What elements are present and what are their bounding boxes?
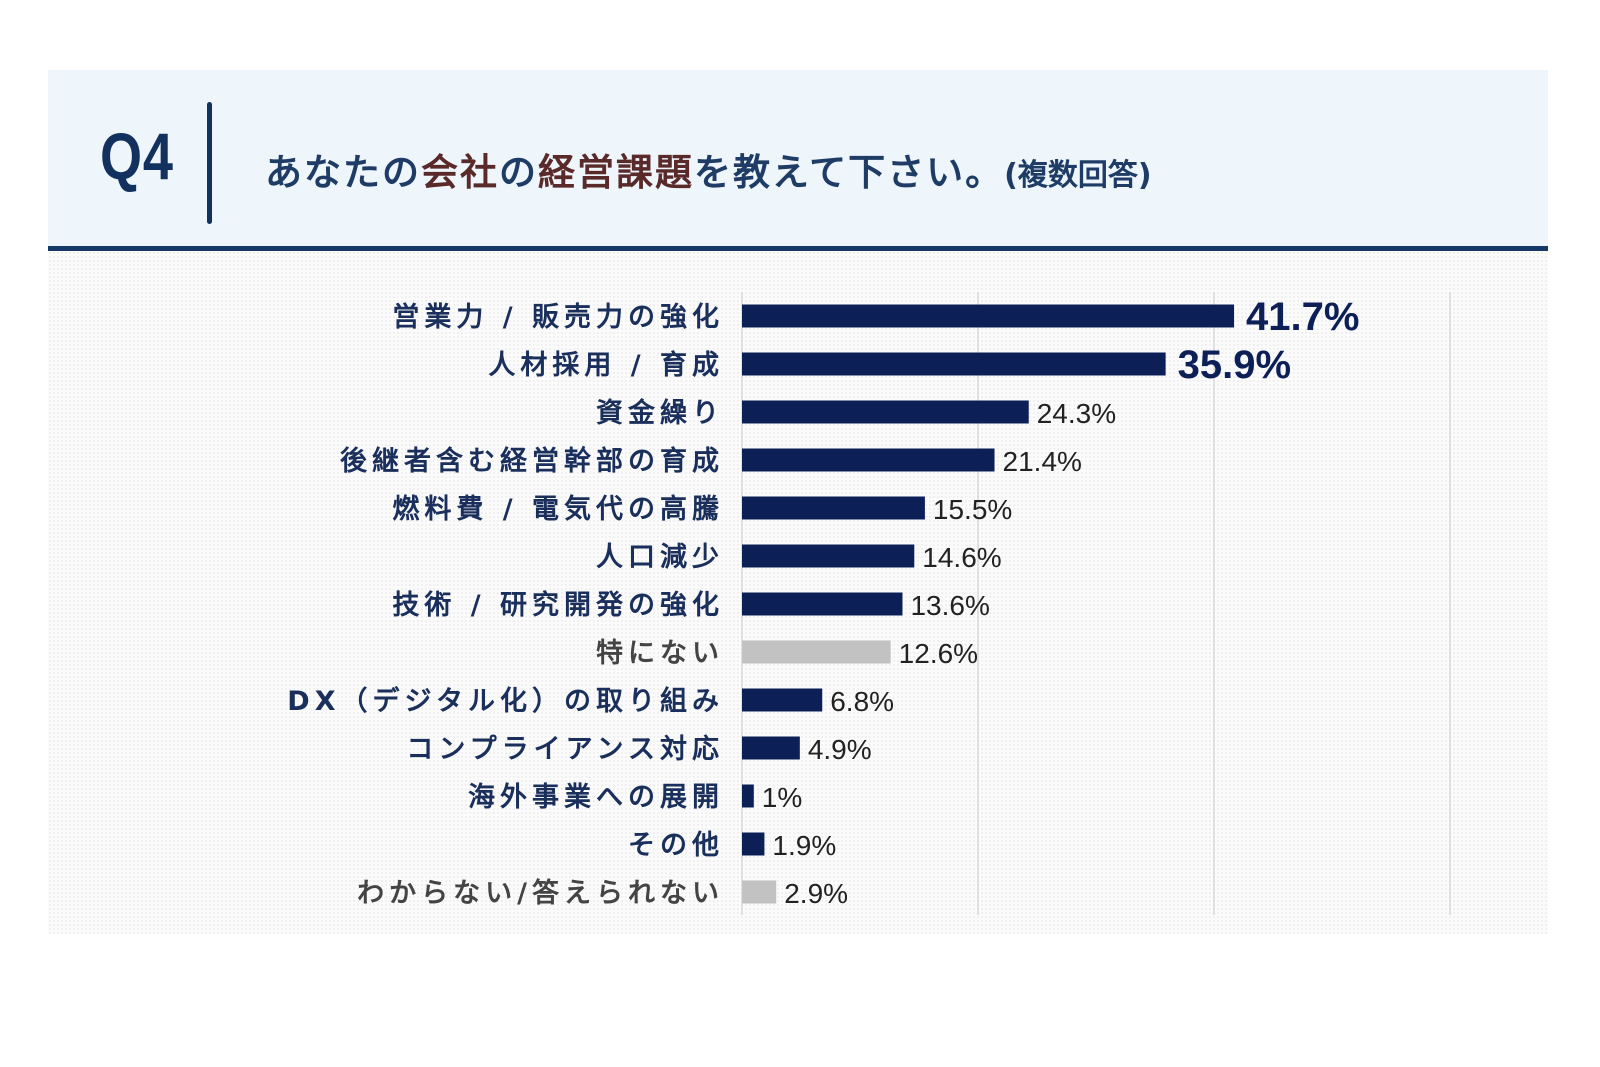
title-highlight: 経営課題 <box>538 151 694 194</box>
value-label: 12.6% <box>899 638 978 669</box>
value-label: 21.4% <box>1003 446 1082 477</box>
category-label: 特にない <box>596 638 724 669</box>
title-part: の <box>499 151 538 194</box>
question-divider <box>207 102 212 224</box>
category-label: 燃料費 / 電気代の高騰 <box>392 493 724 525</box>
value-label: 1.9% <box>772 830 836 861</box>
value-label: 6.8% <box>830 686 894 717</box>
value-label: 13.6% <box>910 590 989 621</box>
category-label: 営業力 / 販売力の強化 <box>392 301 724 333</box>
category-label: わからない/答えられない <box>357 877 724 909</box>
category-label: DX（デジタル化）の取り組み <box>287 685 724 717</box>
bar <box>742 448 995 472</box>
bar <box>742 304 1235 328</box>
label-layer: 営業力 / 販売力の強化 41.7% 人材採用 / 育成 35.9% 資金繰り 24.3%… <box>287 295 1359 909</box>
bar <box>742 592 903 616</box>
header-underline <box>48 246 1548 251</box>
value-label: 15.5% <box>933 494 1012 525</box>
value-label: 14.6% <box>922 542 1001 573</box>
value-label: 2.9% <box>784 878 848 909</box>
value-label: 41.7% <box>1246 295 1359 339</box>
title-highlight: 会社 <box>421 151 499 194</box>
question-note: (複数回答) <box>1004 158 1152 193</box>
category-label: 人口減少 <box>596 542 724 573</box>
title-part: あなたの <box>265 151 421 194</box>
bar <box>742 736 800 760</box>
bar <box>742 832 765 856</box>
category-label: その他 <box>628 830 724 861</box>
category-label: 資金繰り <box>596 397 724 429</box>
category-label: 人材採用 / 育成 <box>488 349 724 381</box>
bar <box>742 784 754 808</box>
category-label: コンプライアンス対応 <box>406 733 724 765</box>
bar <box>742 640 891 664</box>
bar <box>742 880 777 904</box>
title-part: を教えて下さい。 <box>694 151 1005 194</box>
value-label: 1% <box>762 782 802 813</box>
value-label: 35.9% <box>1178 343 1291 387</box>
question-title: あなたの会社の経営課題を教えて下さい。(複数回答) <box>265 142 1152 194</box>
category-label: 技術 / 研究開発の強化 <box>392 589 724 621</box>
question-header <box>48 70 1548 250</box>
value-label: 24.3% <box>1037 398 1116 429</box>
question-number: Q4 <box>100 119 174 193</box>
grid-layer <box>977 292 1451 915</box>
category-label: 海外事業への展開 <box>468 782 724 813</box>
category-label: 後継者含む経営幹部の育成 <box>340 445 724 477</box>
bar <box>742 544 915 568</box>
bar <box>742 496 925 520</box>
bar <box>742 352 1166 376</box>
bar-layer <box>742 304 1235 904</box>
value-label: 4.9% <box>808 734 872 765</box>
bar <box>742 688 823 712</box>
bar <box>742 400 1029 424</box>
